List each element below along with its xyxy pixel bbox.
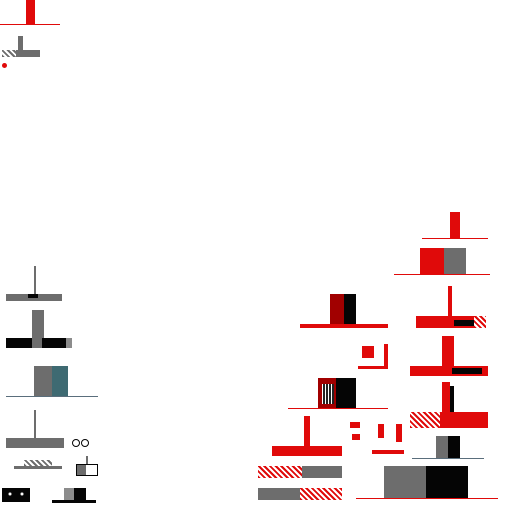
gray-black-large-block: [354, 464, 500, 502]
black-bar-left: [4, 310, 74, 350]
dark-red-black-block: [298, 292, 390, 332]
hatched-red-bar-2: [256, 486, 346, 504]
small-box-left: [74, 456, 100, 480]
red-square-glyph: [356, 342, 392, 372]
red-gray-block-right: [392, 246, 492, 278]
gray-black-block-right: [410, 434, 486, 462]
red-post-center: [270, 416, 346, 458]
red-post-right-2: [408, 336, 492, 378]
red-post-right-top: [420, 210, 490, 242]
grille-block-right: [286, 376, 390, 412]
gray-slab-left: [12, 458, 64, 472]
small-red-glyphs: [346, 420, 408, 458]
antenna-bar-left: [4, 266, 64, 302]
gray-post-top-left: [0, 34, 42, 60]
antenna-bar-left-2: [4, 410, 66, 450]
dark-block-left: [50, 486, 98, 504]
teal-block-left: [4, 366, 100, 398]
red-post-top-left: [0, 0, 60, 26]
red-post-hatched-right: [414, 286, 490, 330]
hatched-red-bar-1: [256, 464, 346, 482]
snowflake-cluster-left: [2, 486, 32, 504]
red-post-right-3: [408, 382, 490, 430]
red-dot-marker: [2, 63, 7, 68]
goggles-glyph: [72, 438, 90, 448]
